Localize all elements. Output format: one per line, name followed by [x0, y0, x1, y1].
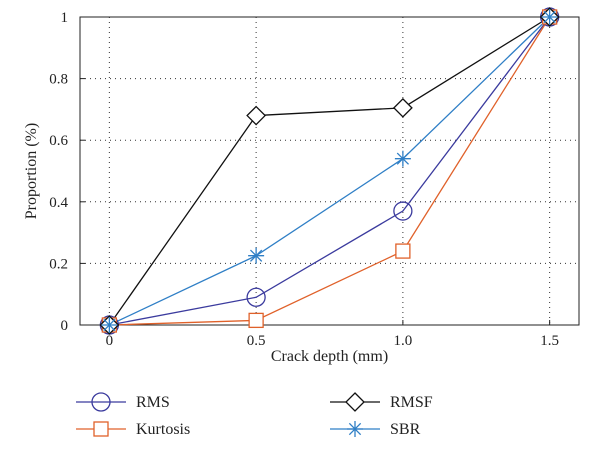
data-point-rms — [246, 287, 266, 307]
series-lines — [99, 7, 560, 335]
legend: RMS Kurtosis RMSF SBR — [76, 392, 433, 438]
legend-item-sbr: SBR — [330, 421, 421, 438]
y-tick-label: 0.2 — [49, 256, 68, 272]
legend-marker-rms — [91, 392, 111, 412]
legend-marker-kurtosis — [93, 421, 109, 437]
y-tick-label: 0 — [61, 318, 69, 334]
axis-ticks: 0 0.5 1.0 1.5 0 0.2 0.4 0.6 0.8 1 — [49, 10, 559, 349]
data-point-sbr — [394, 150, 411, 167]
y-axis-title: Proportion (%) — [23, 123, 40, 219]
x-axis-title: Crack depth (mm) — [271, 348, 388, 365]
series-markers-kurtosis — [101, 9, 558, 333]
series-sbr — [109, 16, 551, 326]
y-tick-label: 0.6 — [49, 133, 68, 149]
legend-marker-sbr — [347, 421, 363, 437]
series-kurtosis — [109, 16, 551, 326]
series-line-kurtosis — [109, 16, 551, 326]
x-tick-label: 1.0 — [394, 333, 413, 349]
data-point-sbr — [101, 317, 118, 333]
legend-label: Kurtosis — [136, 421, 190, 438]
y-tick-label: 0.8 — [49, 72, 68, 88]
legend-label: RMS — [136, 394, 170, 411]
legend-item-rmsf: RMSF — [330, 392, 433, 412]
data-point-kurtosis — [248, 312, 264, 329]
legend-label: SBR — [390, 421, 421, 438]
y-tick-label: 0.4 — [49, 195, 68, 211]
series-rmsf — [108, 16, 550, 326]
data-point-rms — [393, 201, 413, 221]
data-point-rmsf — [246, 105, 267, 126]
x-tick-label: 0 — [106, 333, 114, 349]
data-point-kurtosis — [395, 243, 411, 259]
series-line-rmsf — [108, 16, 550, 326]
series-rms — [109, 16, 551, 326]
data-point-rmsf — [392, 97, 413, 118]
series-line-rms — [109, 16, 551, 326]
series-markers-sbr — [101, 9, 558, 333]
legend-label: RMSF — [390, 394, 433, 411]
legend-item-rms: RMS — [76, 392, 170, 412]
legend-marker-rmsf — [345, 392, 365, 412]
y-tick-label: 1 — [61, 10, 69, 26]
grid — [80, 16, 579, 326]
plot-frame — [79, 16, 580, 326]
legend-item-kurtosis: Kurtosis — [76, 421, 190, 438]
data-point-sbr — [248, 247, 265, 264]
data-point-sbr — [541, 9, 558, 25]
x-tick-label: 1.5 — [540, 333, 559, 349]
series-line-sbr — [109, 16, 551, 326]
x-tick-label: 0.5 — [247, 333, 266, 349]
